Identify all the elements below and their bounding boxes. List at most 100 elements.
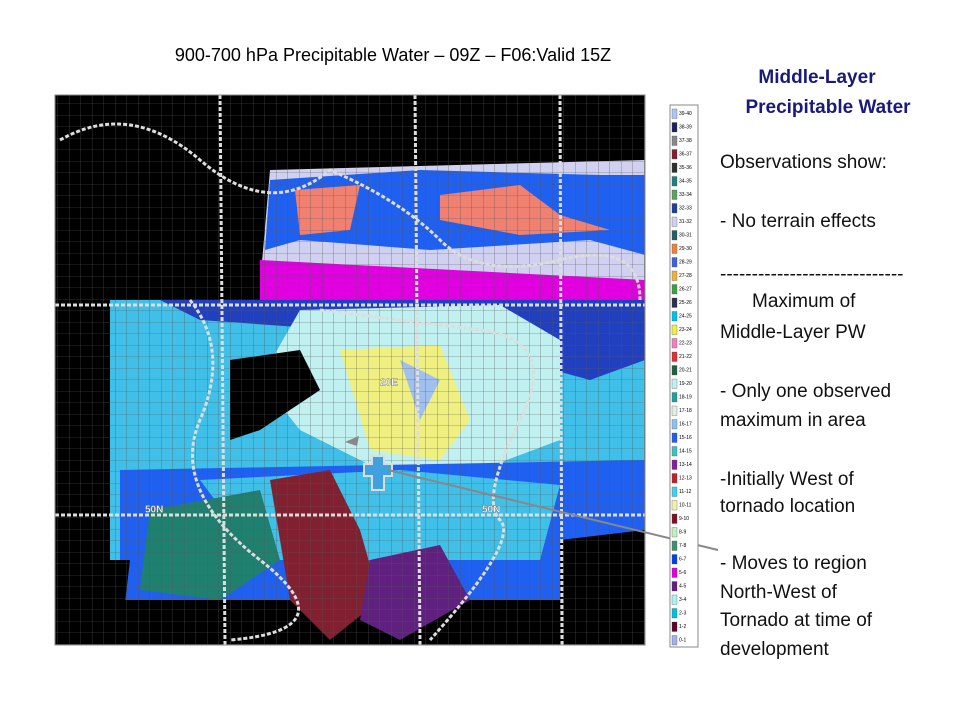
legend-label: 37-38 bbox=[679, 138, 692, 144]
legend-swatch bbox=[671, 513, 678, 524]
legend-swatch bbox=[671, 189, 678, 200]
legend-swatch bbox=[671, 432, 678, 443]
legend-swatch bbox=[671, 594, 678, 605]
legend-swatch bbox=[671, 122, 678, 133]
panel-line: Tornado at time of bbox=[720, 610, 873, 631]
legend-label: 12-13 bbox=[679, 476, 692, 482]
legend-label: 3-4 bbox=[679, 597, 686, 603]
legend-label: 9-10 bbox=[679, 516, 689, 522]
legend-swatch bbox=[671, 459, 678, 470]
pointer-arrow bbox=[345, 436, 359, 446]
map bbox=[55, 95, 645, 645]
legend-swatch bbox=[671, 149, 678, 160]
legend-swatch bbox=[671, 324, 678, 335]
panel-line: - No terrain effects bbox=[720, 211, 876, 232]
legend-swatch bbox=[671, 243, 678, 254]
legend-swatch bbox=[671, 500, 678, 511]
panel-line: - Moves to region bbox=[720, 553, 867, 574]
legend-label: 14-15 bbox=[679, 449, 692, 455]
slide-title: 900-700 hPa Precipitable Water – 09Z – F… bbox=[175, 45, 611, 65]
legend-label: 27-28 bbox=[679, 273, 692, 279]
legend-label: 34-35 bbox=[679, 179, 692, 185]
legend-label: 33-34 bbox=[679, 192, 692, 198]
legend-label: 8-9 bbox=[679, 530, 686, 536]
panel-line: maximum in area bbox=[720, 410, 866, 431]
legend-swatch bbox=[671, 135, 678, 146]
legend-swatch bbox=[671, 567, 678, 578]
panel-line: development bbox=[720, 639, 830, 660]
legend-label: 5-6 bbox=[679, 570, 686, 576]
legend-swatch bbox=[671, 297, 678, 308]
legend-label: 38-39 bbox=[679, 125, 692, 131]
legend-label: 22-23 bbox=[679, 341, 692, 347]
panel-line: Observations show: bbox=[720, 152, 887, 173]
legend-swatch bbox=[671, 405, 678, 416]
legend-label: 18-19 bbox=[679, 395, 692, 401]
legend-swatch bbox=[671, 108, 678, 119]
legend-swatch bbox=[671, 216, 678, 227]
legend-label: 13-14 bbox=[679, 462, 692, 468]
legend: 39-40 38-39 37-38 36-37 35-36 34-35 33-34 32-33… bbox=[671, 108, 692, 646]
legend-swatch bbox=[671, 365, 678, 376]
legend-label: 0-1 bbox=[679, 638, 686, 644]
legend-swatch bbox=[671, 581, 678, 592]
map-label: 20E bbox=[380, 378, 398, 389]
legend-label: 4-5 bbox=[679, 584, 686, 590]
legend-swatch bbox=[671, 378, 678, 389]
panel-line: -Initially West of bbox=[720, 469, 854, 490]
legend-swatch bbox=[671, 621, 678, 632]
legend-swatch bbox=[671, 419, 678, 430]
legend-swatch bbox=[671, 540, 678, 551]
legend-swatch bbox=[671, 392, 678, 403]
panel-heading: Precipitable Water bbox=[745, 97, 911, 118]
legend-label: 35-36 bbox=[679, 165, 692, 171]
legend-swatch bbox=[671, 351, 678, 362]
legend-label: 31-32 bbox=[679, 219, 692, 225]
panel-line: Maximum of bbox=[752, 291, 856, 312]
pointer-line bbox=[387, 469, 719, 551]
panel-line: North-West of bbox=[720, 582, 838, 603]
legend-label: 2-3 bbox=[679, 611, 686, 617]
legend-label: 29-30 bbox=[679, 246, 692, 252]
legend-swatch bbox=[671, 162, 678, 173]
panel-line: ----------------------------- bbox=[720, 264, 904, 285]
legend-label: 28-29 bbox=[679, 260, 692, 266]
legend-swatch bbox=[671, 270, 678, 281]
legend-swatch bbox=[671, 176, 678, 187]
legend-label: 21-22 bbox=[679, 354, 692, 360]
legend-swatch bbox=[671, 486, 678, 497]
legend-swatch bbox=[671, 554, 678, 565]
legend-label: 10-11 bbox=[679, 503, 692, 509]
legend-label: 23-24 bbox=[679, 327, 692, 333]
legend-label: 32-33 bbox=[679, 206, 692, 212]
legend-swatch bbox=[671, 635, 678, 646]
text-panel: Middle-Layer Precipitable Water Observatio… bbox=[720, 67, 911, 660]
legend-swatch bbox=[671, 608, 678, 619]
legend-label: 11-12 bbox=[679, 489, 692, 495]
legend-label: 20-21 bbox=[679, 368, 692, 374]
legend-label: 30-31 bbox=[679, 233, 692, 239]
legend-swatch bbox=[671, 284, 678, 295]
legend-label: 36-37 bbox=[679, 152, 692, 158]
legend-label: 25-26 bbox=[679, 300, 692, 306]
legend-label: 24-25 bbox=[679, 314, 692, 320]
legend-box bbox=[669, 104, 699, 648]
legend-label: 26-27 bbox=[679, 287, 692, 293]
legend-swatch bbox=[671, 338, 678, 349]
legend-label: 17-18 bbox=[679, 408, 692, 414]
legend-label: 19-20 bbox=[679, 381, 692, 387]
panel-heading: Middle-Layer bbox=[758, 67, 876, 88]
legend-label: 15-16 bbox=[679, 435, 692, 441]
legend-swatch bbox=[671, 203, 678, 214]
legend-swatch bbox=[671, 311, 678, 322]
legend-label: 6-7 bbox=[679, 557, 686, 563]
map-frame bbox=[54, 94, 646, 646]
legend-swatch bbox=[671, 230, 678, 241]
legend-label: 1-2 bbox=[679, 624, 686, 630]
legend-swatch bbox=[671, 446, 678, 457]
legend-swatch bbox=[671, 257, 678, 268]
map-label: 50N bbox=[145, 505, 163, 516]
panel-line: tornado location bbox=[720, 496, 855, 517]
